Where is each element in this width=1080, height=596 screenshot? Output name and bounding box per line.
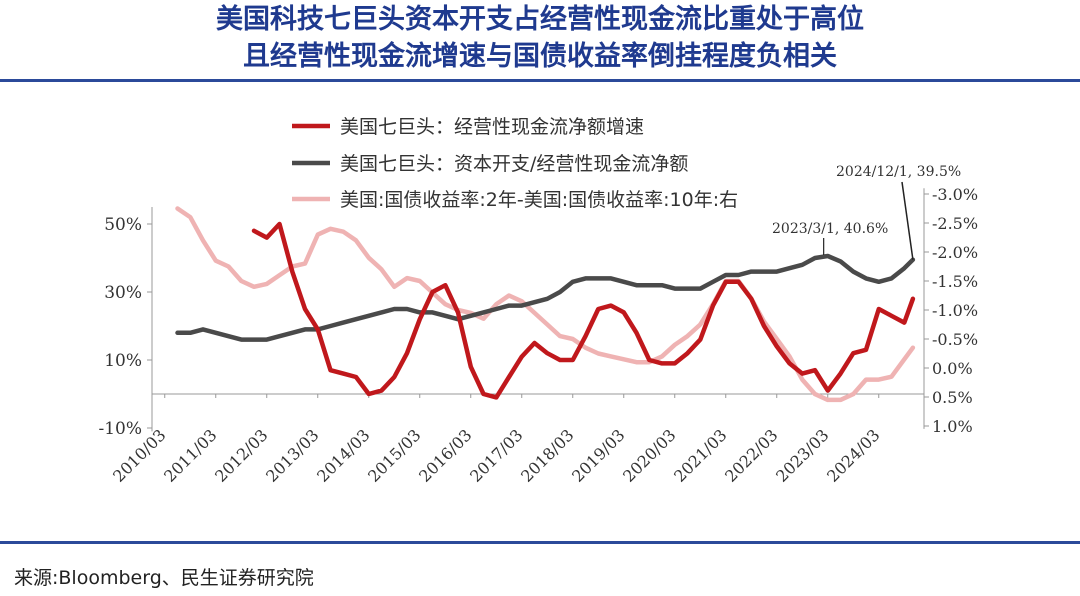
annotation-peak-2023: 2023/3/1, 40.6%	[772, 221, 888, 237]
y-right-tick-label: 1.0%	[932, 417, 973, 436]
x-tick-label: 2014/03	[313, 425, 373, 485]
x-tick-label: 2019/03	[568, 425, 628, 485]
x-tick-label: 2015/03	[364, 425, 424, 485]
legend-growth-label: 美国七巨头：经营性现金流净额增速	[340, 116, 644, 138]
x-tick-label: 2013/03	[262, 425, 322, 485]
legend-capex-ratio-label: 美国七巨头：资本开支/经营性现金流净额	[340, 153, 688, 175]
x-tick-label: 2022/03	[721, 425, 781, 485]
line-chart: 50% 30% 10% -10% -3.0% -2.5% -2.0% -1.5% -1.0% -0…	[98, 116, 978, 486]
page-title-line-2: 且经营性现金流增速与国债收益率倒挂程度负相关	[243, 41, 837, 72]
x-tick-label: 2023/03	[772, 425, 832, 485]
y-right-tick-label: -2.0%	[932, 243, 978, 262]
y-right-tick-label: 0.0%	[932, 359, 973, 378]
series-group	[175, 206, 916, 403]
y-left-tick-label: -10%	[98, 419, 142, 439]
x-tick-label: 2017/03	[466, 425, 526, 485]
annotation-latest: 2024/12/1, 39.5%	[836, 164, 961, 180]
y-right-tick-label: -1.0%	[932, 301, 978, 320]
x-tick-label: 2016/03	[415, 425, 475, 485]
x-tick-label: 2018/03	[517, 425, 577, 485]
y-left-tick-label: 10%	[104, 351, 142, 371]
growth-series-line	[251, 221, 916, 400]
source-note: 来源:Bloomberg、民生证券研究院	[14, 567, 314, 589]
annotation-latest-leader	[901, 181, 914, 260]
x-tick-label: 2021/03	[670, 425, 730, 485]
header-divider	[0, 79, 1080, 82]
legend-yield-spread-label: 美国:国债收益率:2年-美国:国债收益率:10年:右	[340, 189, 738, 211]
x-tick-label: 2020/03	[619, 425, 679, 485]
y-left-tick-label: 50%	[104, 215, 142, 235]
y-right-tick-label: -3.0%	[932, 185, 978, 204]
x-tick-label: 2011/03	[160, 425, 220, 485]
y-right-tick-label: -0.5%	[932, 330, 978, 349]
footer-divider	[0, 541, 1080, 544]
legend: 美国七巨头：经营性现金流净额增速美国七巨头：资本开支/经营性现金流净额美国:国债…	[292, 116, 738, 211]
annotations: 2024/12/1, 39.5% 2023/3/1, 40.6%	[772, 164, 961, 260]
capex-ratio-series-line	[175, 253, 916, 342]
y-right-tick-label: -1.5%	[932, 272, 978, 291]
y-right-tick-label: 0.5%	[932, 388, 973, 407]
y-right-tick-label: -2.5%	[932, 214, 978, 233]
x-tick-label: 2024/03	[823, 425, 883, 485]
x-tick-label: 2012/03	[211, 425, 271, 485]
y-left-tick-label: 30%	[104, 283, 142, 303]
page-title-line-1: 美国科技七巨头资本开支占经营性现金流比重处于高位	[216, 4, 864, 35]
